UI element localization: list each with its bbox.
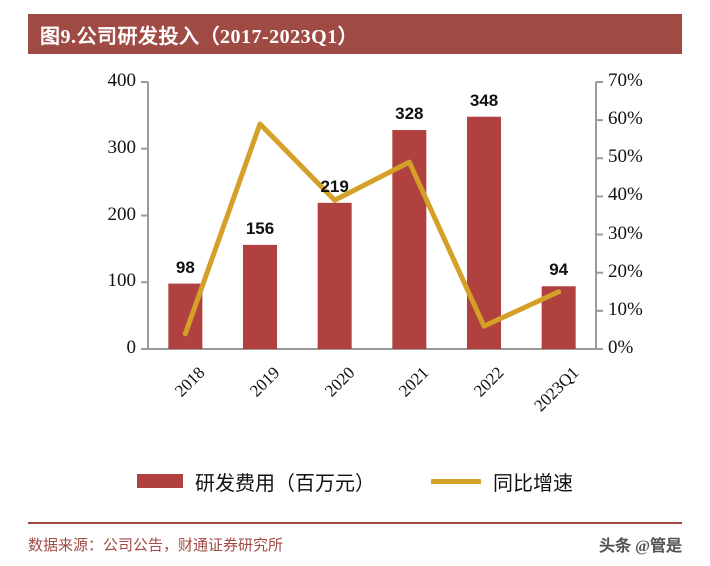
legend-item-line: 同比增速 xyxy=(431,467,573,496)
legend-bar-swatch-icon xyxy=(137,474,183,488)
y-axis-right-tick-label: 60% xyxy=(608,108,643,130)
chart-legend: 研发费用（百万元） 同比增速 xyxy=(0,458,710,504)
y-axis-right-tick-label: 70% xyxy=(608,70,643,91)
y-axis-right-tick-label: 40% xyxy=(608,184,643,206)
bar xyxy=(467,116,501,350)
figure-footer: 数据来源：公司公告，财通证券研究所 头条 @管是 xyxy=(28,528,682,560)
page-title: 图9.公司研发投入（2017-2023Q1） xyxy=(40,25,359,48)
y-axis-right-tick-label: 20% xyxy=(608,260,643,282)
legend-item-bar: 研发费用（百万元） xyxy=(137,467,375,496)
y-axis-left-tick-label: 100 xyxy=(107,270,137,292)
watermark-text: 头条 @管是 xyxy=(599,538,682,555)
bar-value-label: 94 xyxy=(549,260,569,280)
bar xyxy=(243,244,277,349)
y-axis-right-tick-label: 0% xyxy=(608,337,634,358)
legend-item-label: 研发费用（百万元） xyxy=(195,472,375,495)
y-axis-left-tick-label: 400 xyxy=(107,70,137,91)
bar xyxy=(317,202,352,349)
chart-svg xyxy=(141,81,603,350)
chart-plot-area: 0 100 200 300 400 0% 10% 20% 30% 40% 50% 60% 70% 98 20… xyxy=(0,54,710,454)
y-axis-right-tick-label: 50% xyxy=(608,146,643,168)
y-axis-left-tick-label: 300 xyxy=(107,136,137,158)
bar-value-label: 328 xyxy=(395,104,424,124)
bar-value-label: 156 xyxy=(245,218,275,238)
bar-value-label: 98 xyxy=(175,257,195,277)
legend-item-label: 同比增速 xyxy=(493,472,573,495)
bar-value-label: 219 xyxy=(320,176,349,196)
data-source-text: 数据来源：公司公告，财通证券研究所 xyxy=(28,537,284,554)
y-axis-right-tick-label: 10% xyxy=(608,298,643,320)
y-axis-right-tick-label: 30% xyxy=(608,222,643,244)
growth-rate-line xyxy=(182,121,562,337)
legend-line-swatch-icon xyxy=(431,478,481,484)
footer-divider xyxy=(28,522,682,524)
y-axis-left-tick-label: 200 xyxy=(107,203,137,225)
bar-value-label: 348 xyxy=(469,90,499,110)
y-axis-left-tick-label: 0 xyxy=(126,337,137,358)
figure-title-bar: 图9.公司研发投入（2017-2023Q1） xyxy=(28,14,682,54)
